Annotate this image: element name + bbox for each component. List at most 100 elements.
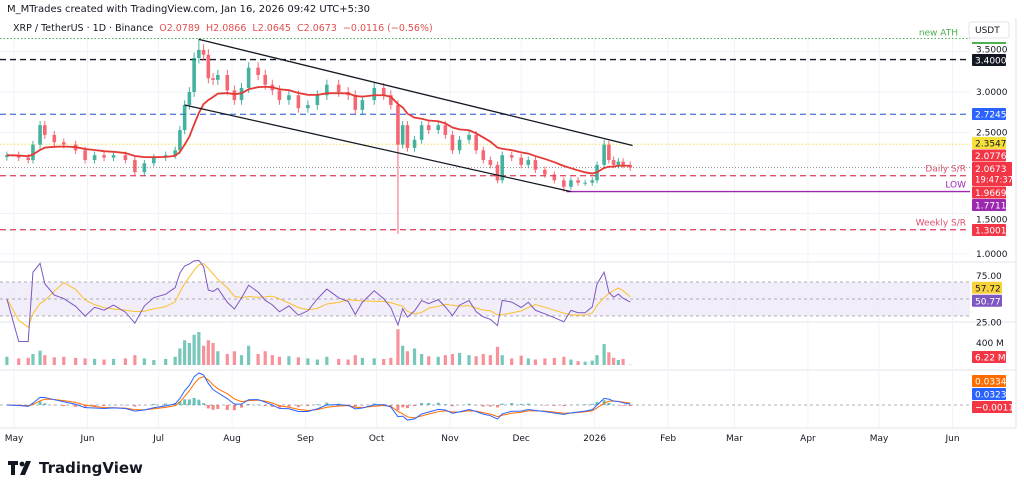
x-tick-label: Oct — [369, 434, 385, 444]
volume-bar — [519, 355, 523, 365]
macd-histogram-bar — [240, 405, 244, 408]
rsi-ma-tag-box — [972, 281, 1002, 294]
candle — [287, 90, 291, 105]
rsi-value-tag: 50.77 — [975, 297, 1001, 307]
volume-bar — [346, 359, 350, 365]
volume-bar — [436, 356, 440, 365]
level-price-tag: 2.7245 — [975, 111, 1007, 121]
candle — [450, 130, 455, 155]
volume-bar — [211, 343, 215, 365]
macd-histogram-bar — [420, 403, 424, 405]
macd-histogram-bar — [164, 403, 168, 405]
candle-body — [225, 74, 230, 91]
candle-body — [31, 144, 35, 161]
candle — [142, 159, 147, 176]
macd-histogram-bar — [225, 405, 229, 410]
candle — [182, 100, 187, 135]
macd-histogram-bar — [401, 405, 405, 408]
candle-body — [519, 157, 523, 165]
volume-bar — [187, 343, 191, 365]
candle — [197, 38, 201, 64]
volume-bar — [382, 358, 386, 365]
candle — [526, 156, 531, 169]
macd-histogram-bar — [405, 405, 409, 409]
candle — [206, 49, 211, 84]
candle — [336, 79, 341, 97]
macd-signal-tag-box — [972, 375, 1006, 387]
candle — [31, 140, 35, 164]
channel-upper-line — [198, 38, 633, 147]
candle-body — [481, 150, 486, 161]
volume-bar — [353, 355, 357, 365]
macd-histogram-bar — [232, 405, 236, 411]
candle — [211, 73, 215, 85]
candle — [201, 44, 206, 61]
ath-marker — [972, 42, 1006, 44]
candle — [360, 95, 365, 115]
volume-bar — [526, 358, 530, 365]
candle-body — [187, 92, 192, 105]
candle — [607, 140, 611, 164]
candle — [569, 177, 573, 190]
rsi-ma-tag: 57.72 — [975, 284, 1001, 294]
candle-body — [569, 180, 573, 187]
candle-body — [216, 74, 220, 80]
macd-signal-line — [6, 376, 631, 419]
candle — [533, 156, 538, 174]
volume-bar — [164, 358, 168, 365]
volume-last-tag: 6.22 M — [975, 354, 1006, 364]
volume-bar — [583, 361, 587, 365]
candle — [133, 156, 137, 176]
candle-body — [92, 155, 97, 161]
x-tick-label: Apr — [800, 434, 816, 444]
candle — [173, 146, 177, 159]
candle-body — [206, 54, 211, 79]
candle-body — [381, 87, 386, 96]
volume-bar — [202, 345, 206, 365]
macd-line — [6, 372, 631, 421]
macd-histogram-bar — [467, 403, 471, 405]
macd-histogram-bar — [93, 405, 97, 407]
candle-body — [509, 155, 514, 158]
volume-bar — [296, 357, 300, 365]
x-tick-label: Nov — [441, 434, 459, 444]
volume-bar — [569, 359, 573, 365]
candle — [488, 156, 493, 169]
candle — [92, 151, 97, 164]
candle — [519, 154, 523, 169]
candle-body — [607, 144, 611, 161]
macd-signal-tag: 0.0334 — [975, 378, 1007, 388]
volume-bar — [5, 356, 9, 365]
candle-body — [474, 134, 478, 151]
footer-brand: TradingView — [8, 459, 143, 477]
symbol-legend[interactable]: XRP / TetherUS · 1D · Binance O2.0789 H2… — [13, 23, 433, 34]
x-tick-label: Aug — [223, 434, 241, 444]
candle-body — [287, 95, 291, 101]
volume-bar — [481, 354, 485, 365]
level-price-tag: 1.9669 — [975, 189, 1007, 199]
macd-hist-tag-box — [972, 401, 1012, 413]
macd-histogram-bar — [133, 405, 137, 407]
candle-body — [611, 160, 616, 165]
volume-bar — [192, 334, 196, 365]
candle-body — [133, 160, 137, 173]
candle-body — [500, 155, 505, 181]
candle — [590, 177, 595, 186]
macd-histogram-bar — [287, 405, 291, 407]
volume-bar — [337, 358, 341, 365]
macd-histogram-bar — [510, 403, 514, 405]
candle-body — [457, 139, 462, 151]
y-tick-label: 3.0000 — [976, 88, 1008, 98]
macd-histogram-bar — [187, 399, 191, 405]
volume-bar — [247, 345, 251, 365]
x-tick-label: Jul — [152, 434, 164, 444]
candle-body — [389, 95, 393, 105]
volume-bar — [270, 355, 274, 365]
currency-button-box — [968, 21, 1010, 39]
volume-bar — [372, 358, 376, 365]
candle-body — [533, 160, 538, 170]
candle-body — [400, 125, 405, 145]
volume-bar — [616, 360, 620, 365]
macd-histogram-bar — [74, 405, 78, 407]
